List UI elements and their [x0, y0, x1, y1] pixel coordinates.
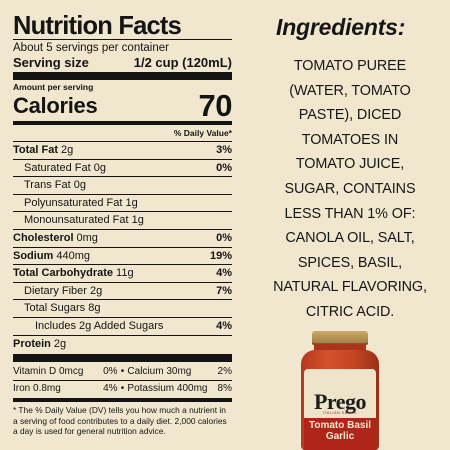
nutrient-amount: 1g	[131, 214, 144, 227]
flavor-name: Tomato Basil Garlic	[304, 420, 376, 442]
nutrient-dv: 19%	[209, 249, 232, 262]
nutrient-row-dietary-fiber: Dietary Fiber 2g 7%	[13, 281, 232, 300]
nutrient-amount: 11g	[116, 267, 134, 280]
ingredients-line: (WATER, TOMATO	[289, 82, 411, 99]
nutrient-amount: 0mg	[76, 231, 98, 244]
ingredients-list: TOMATO PUREE (WATER, TOMATO PASTE), DICE…	[252, 54, 448, 325]
jar-lid	[312, 331, 368, 345]
thick-divider	[13, 354, 232, 363]
nutrient-label: Protein	[13, 337, 51, 350]
vitamin-row: Vitamin D 0mcg 0% • Calcium 30mg 2%	[13, 364, 232, 380]
nutrient-label: Total Carbohydrate	[13, 267, 114, 280]
jar-neck	[314, 344, 366, 352]
medium-divider	[13, 398, 232, 403]
bullet-separator: •	[120, 366, 125, 378]
nutrient-amount: 2g	[53, 337, 67, 350]
calories-label: Calories	[13, 93, 98, 118]
ingredients-title: Ingredients:	[276, 14, 406, 40]
nutrient-row-added-sugars: Includes 2g Added Sugars 4%	[13, 316, 232, 335]
nutrient-label: Trans Fat	[24, 179, 71, 192]
nutrient-row-saturated-fat: Saturated Fat 0g 0%	[13, 158, 232, 177]
servings-per-container: About 5 servings per container	[13, 42, 169, 54]
nutrient-row-sodium: Sodium 440mg 19%	[13, 246, 232, 265]
daily-value-footnote: * The % Daily Value (DV) tells you how m…	[13, 405, 227, 437]
nutrient-row-total-sugars: Total Sugars 8g	[13, 299, 232, 317]
flavor-line: Tomato Basil	[308, 420, 372, 431]
vitamin-dv: 4%	[103, 383, 118, 395]
ingredients-line: SPICES, BASIL,	[297, 254, 403, 271]
nutrition-title: Nutrition Facts	[13, 10, 182, 40]
nutrient-amount: 2g	[61, 144, 74, 156]
bullet-separator: •	[120, 383, 125, 395]
ingredients-line: TOMATOES IN	[301, 131, 399, 148]
nutrient-amount: 2g	[90, 284, 103, 297]
nutrient-dv: 4%	[216, 319, 232, 332]
ingredients-line: LESS THAN 1% OF:	[284, 205, 416, 222]
nutrient-row-polyunsaturated-fat: Polyunsaturated Fat 1g	[13, 193, 232, 212]
nutrient-dv: 0%	[216, 161, 232, 174]
serving-size-label: Serving size	[13, 55, 89, 70]
nutrient-dv: 3%	[216, 144, 232, 156]
nutrient-label: Cholesterol	[13, 231, 74, 244]
calories-row: Calories 70	[13, 88, 233, 123]
medium-divider	[13, 121, 232, 125]
nutrient-amount: 8g	[88, 302, 101, 315]
nutrient-label: Total Sugars	[24, 302, 86, 315]
nutrition-facts-panel: Nutrition Facts About 5 servings per con…	[8, 8, 236, 442]
ingredients-line: CITRIC ACID.	[305, 303, 395, 320]
nutrient-label: Total Fat	[13, 144, 59, 156]
nutrient-label: Polyunsaturated Fat	[24, 196, 123, 209]
sauce-jar-image: Prego ITALIAN SAUCE Tomato Basil Garlic	[301, 331, 379, 450]
thick-divider	[13, 72, 232, 80]
nutrient-row-cholesterol: Cholesterol 0mg 0%	[13, 228, 232, 247]
nutrient-amount: 1g	[125, 196, 138, 209]
nutrient-label: Saturated Fat	[24, 161, 91, 174]
ingredients-line: SUGAR, CONTAINS	[284, 180, 416, 197]
nutrient-label: Dietary Fiber	[24, 284, 87, 297]
brand-subtitle: ITALIAN SAUCE	[322, 411, 358, 415]
nutrient-dv: 0%	[216, 231, 232, 244]
vitamin-label: Calcium 30mg	[127, 366, 192, 378]
amount-per-serving: Amount per serving	[13, 82, 94, 92]
nutrient-row-total-fat: Total Fat 2g 3%	[13, 141, 232, 159]
nutrient-label: Sodium	[13, 249, 54, 262]
vitamin-label: Vitamin D 0mcg	[13, 366, 84, 378]
ingredients-line: NATURAL FLAVORING,	[273, 279, 427, 296]
ingredients-line: TOMATO PUREE	[293, 58, 407, 74]
nutrient-row-trans-fat: Trans Fat 0g	[13, 176, 232, 194]
serving-size: Serving size 1/2 cup (120mL)	[13, 55, 232, 70]
calories-value: 70	[198, 88, 233, 123]
flavor-line: Garlic	[325, 431, 355, 442]
nutrient-amount: 0g	[73, 179, 86, 192]
nutrient-amount: 0g	[93, 161, 106, 174]
vitamin-dv: 2%	[217, 366, 232, 378]
title-divider	[13, 39, 232, 40]
vitamin-dv: 8%	[217, 383, 232, 395]
nutrient-label: Monounsaturated Fat	[24, 214, 129, 227]
ingredients-line: PASTE), DICED	[298, 107, 402, 124]
nutrient-row-monounsaturated-fat: Monounsaturated Fat 1g	[13, 211, 232, 229]
flavor-band	[304, 418, 376, 450]
nutrient-row-total-carbohydrate: Total Carbohydrate 11g 4%	[13, 264, 232, 282]
vitamin-label: Iron 0.8mg	[13, 383, 61, 395]
vitamin-label: Potassium 400mg	[127, 383, 208, 395]
nutrient-dv: 4%	[216, 267, 232, 280]
vitamin-dv: 0%	[103, 366, 118, 378]
serving-size-value: 1/2 cup (120mL)	[133, 55, 232, 70]
nutrient-amount: 440mg	[56, 249, 90, 262]
nutrient-dv: 7%	[216, 284, 232, 297]
nutrient-row-protein: Protein 2g	[13, 334, 232, 353]
daily-value-header: % Daily Value*	[173, 128, 232, 138]
ingredients-line: CANOLA OIL, SALT,	[285, 230, 415, 247]
ingredients-line: TOMATO JUICE,	[295, 156, 405, 173]
nutrient-label: Includes 2g Added Sugars	[35, 319, 164, 332]
brand-logo: Prego	[313, 389, 367, 414]
vitamin-row: Iron 0.8mg 4% • Potassium 400mg 8%	[13, 380, 232, 397]
